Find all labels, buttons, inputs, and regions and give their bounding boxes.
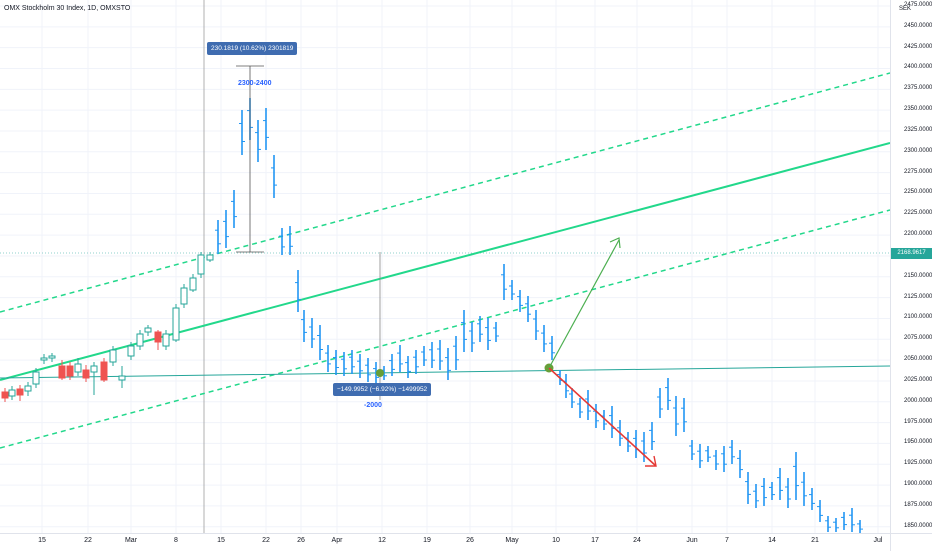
axis-corner <box>890 533 932 551</box>
channel-upper-line <box>0 72 890 313</box>
candle-body <box>206 254 214 261</box>
price-axis-label: 2450.0000 <box>904 22 932 29</box>
price-axis-label: 2350.0000 <box>904 106 932 113</box>
time-axis-label: 15 <box>38 537 46 544</box>
candle-body <box>118 375 126 381</box>
price-axis-label: 2425.0000 <box>904 43 932 50</box>
price-axis-label: 2200.0000 <box>904 231 932 238</box>
bearish-arrow-line <box>548 367 657 467</box>
candle-body <box>127 345 135 357</box>
price-axis-label: 2225.0000 <box>904 210 932 217</box>
candle-body <box>74 363 82 373</box>
candle-body <box>58 365 66 379</box>
price-axis[interactable] <box>890 0 932 533</box>
price-chart[interactable] <box>0 0 890 533</box>
time-axis-label: 19 <box>423 537 431 544</box>
price-axis-label: 2375.0000 <box>904 85 932 92</box>
price-axis-label: 1875.0000 <box>904 501 932 508</box>
candle-body <box>189 277 197 291</box>
candle-body <box>180 287 188 305</box>
horizontal-support-line <box>0 365 890 379</box>
time-axis-label: Jul <box>873 537 883 544</box>
price-axis-label: 2025.0000 <box>904 376 932 383</box>
candle-body <box>16 388 24 396</box>
price-axis-label: 2050.0000 <box>904 356 932 363</box>
candle-body <box>136 333 144 347</box>
time-axis-label: 21 <box>811 537 819 544</box>
candle-body <box>48 355 56 359</box>
time-axis-label: 10 <box>552 537 560 544</box>
candle-body <box>40 357 48 361</box>
time-axis-label: 24 <box>633 537 641 544</box>
time-axis-label: 12 <box>378 537 386 544</box>
time-axis-label: May <box>505 537 519 544</box>
price-axis-label: 1975.0000 <box>904 418 932 425</box>
candle-body <box>32 371 40 385</box>
price-axis-label: 1950.0000 <box>904 439 932 446</box>
chart-area[interactable]: OMX Stockholm 30 Index, 1D, OMXSTO 230.1… <box>0 0 890 533</box>
candle-body <box>172 307 180 341</box>
time-axis-label: 8 <box>174 537 178 544</box>
time-axis-label: Mar <box>124 537 138 544</box>
candle-body <box>8 389 16 397</box>
time-axis-label: Jun <box>686 537 698 544</box>
currency-label: SEK <box>899 6 912 12</box>
candle-body <box>197 254 205 275</box>
time-axis[interactable] <box>0 533 890 551</box>
time-axis-label: 7 <box>725 537 729 544</box>
candle-body <box>100 361 108 381</box>
candle-body <box>144 327 152 333</box>
current-price-badge: 2168.9617 <box>891 248 932 259</box>
price-axis-label: 1900.0000 <box>904 481 932 488</box>
price-axis-label: 1850.0000 <box>904 522 932 529</box>
candle-body <box>24 385 32 392</box>
candle-body <box>90 365 98 373</box>
candle-body <box>154 331 162 343</box>
time-axis-label: 15 <box>217 537 225 544</box>
time-axis-label: 22 <box>84 537 92 544</box>
target-down-label: -2000 <box>364 402 382 409</box>
price-axis-label: 2475.0000 <box>904 2 932 8</box>
candle-body <box>82 369 90 379</box>
bullish-arrow-line <box>548 239 620 369</box>
measure-down-label[interactable]: −149.9952 (−6.92%) −1499952 <box>333 383 432 396</box>
time-axis-label: 26 <box>466 537 474 544</box>
candle-body <box>109 349 117 363</box>
price-axis-label: 2150.0000 <box>904 272 932 279</box>
price-axis-label: 2000.0000 <box>904 397 932 404</box>
price-axis-label: 2100.0000 <box>904 314 932 321</box>
channel-lower-line <box>0 209 890 449</box>
price-axis-label: 1925.0000 <box>904 460 932 467</box>
measure-down-pivot <box>376 369 384 377</box>
price-axis-label: 2075.0000 <box>904 335 932 342</box>
price-axis-label: 2300.0000 <box>904 147 932 154</box>
price-axis-label: 2125.0000 <box>904 293 932 300</box>
measure-up-label[interactable]: 230.1819 (10.62%) 2301819 <box>207 42 298 55</box>
bearish-arrow-head <box>645 455 657 467</box>
candle-body <box>162 333 170 347</box>
time-axis-label: 22 <box>262 537 270 544</box>
price-axis-label: 2325.0000 <box>904 126 932 133</box>
time-axis-label: 26 <box>297 537 305 544</box>
time-axis-label: Apr <box>331 537 343 544</box>
target-up-label: 2300-2400 <box>238 80 272 87</box>
price-axis-label: 2275.0000 <box>904 168 932 175</box>
chart-title: OMX Stockholm 30 Index, 1D, OMXSTO <box>4 5 131 12</box>
time-axis-label: 14 <box>768 537 776 544</box>
candle-body <box>66 365 74 377</box>
channel-middle-line <box>0 142 890 381</box>
price-axis-label: 2250.0000 <box>904 189 932 196</box>
candle-body <box>1 391 9 399</box>
bullish-arrow-head <box>609 237 621 249</box>
price-axis-label: 2400.0000 <box>904 64 932 71</box>
time-axis-label: 17 <box>591 537 599 544</box>
